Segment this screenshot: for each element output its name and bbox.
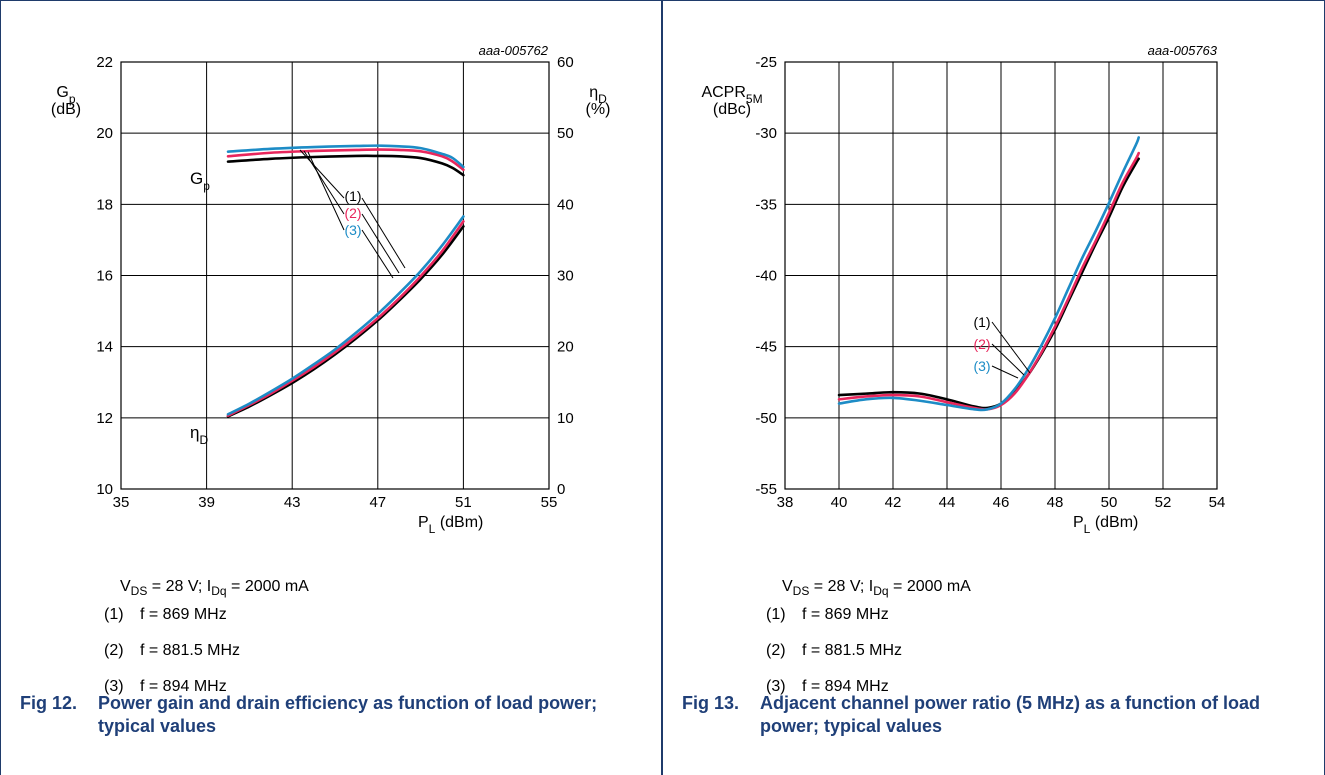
left-y-tick-label: 18 bbox=[96, 196, 113, 213]
left-x-tick-label: 35 bbox=[113, 494, 130, 511]
right-y-axis-label: ACPR5M bbox=[701, 84, 762, 106]
acpr-callout-leader-1 bbox=[991, 321, 1031, 374]
left-x-tick-label: 55 bbox=[541, 494, 558, 511]
right-figure-panel: 38 40 42 44 46 48 50 52 54 -55 -50 -45 -40 -35 -30 -25 … bbox=[662, 0, 1325, 775]
callout-label-3: (3) bbox=[344, 222, 361, 238]
callout-label-2: (2) bbox=[344, 205, 361, 221]
left-y-tick-label: 20 bbox=[96, 125, 113, 142]
right-y-tick-label: -25 bbox=[755, 54, 777, 71]
right-x-tick-label: 52 bbox=[1155, 494, 1172, 511]
left-y2-tick-label: 50 bbox=[557, 125, 574, 142]
left-series-line-right-6 bbox=[226, 215, 465, 416]
left-y-tick-label: 16 bbox=[96, 268, 113, 285]
callout-leader-gp-3 bbox=[307, 151, 345, 231]
right-note-3: (3) f = 894 MHz bbox=[766, 678, 889, 695]
right-x-axis-label: PL (dBm) bbox=[1073, 514, 1138, 536]
left-grid bbox=[120, 61, 550, 490]
left-y2-axis-unit: (%) bbox=[586, 101, 611, 118]
left-series-lines bbox=[226, 144, 465, 418]
callout-leader-gp-1 bbox=[299, 149, 345, 199]
left-note-1: (1) f = 869 MHz bbox=[104, 606, 227, 623]
left-y-axis-unit: (dB) bbox=[51, 101, 81, 118]
left-callouts: (1) (2) (3) bbox=[299, 149, 406, 279]
left-notes: (1) f = 869 MHz (2) f = 881.5 MHz (3) f = 8… bbox=[104, 606, 240, 714]
right-tick-labels: 38 40 42 44 46 48 50 52 54 -55 -50 -45 -40 -35 -30 -25 bbox=[755, 54, 1225, 511]
left-test-conditions: VDS = 28 V; IDq = 2000 mA bbox=[120, 578, 309, 599]
left-panel-border bbox=[0, 0, 662, 775]
acpr-chart: 38 40 42 44 46 48 50 52 54-55-50-45-40-35-30-25 … bbox=[701, 43, 1225, 536]
left-x-tick-label: 51 bbox=[455, 494, 472, 511]
left-x-tick-label: 39 bbox=[198, 494, 215, 511]
acpr-callout-leader-2 bbox=[991, 343, 1025, 376]
left-figure-caption: Fig 12. Power gain and drain efficiency a… bbox=[20, 693, 598, 736]
right-y-tick-label: -55 bbox=[755, 481, 777, 498]
left-y-tick-label: 14 bbox=[96, 339, 113, 356]
right-series-line-2 bbox=[837, 151, 1140, 411]
right-series-line-3 bbox=[837, 136, 1140, 412]
left-series-line-left-2 bbox=[226, 148, 465, 172]
left-y2-tick-label: 0 bbox=[557, 481, 565, 498]
acpr-callout-label-3: (3) bbox=[973, 358, 990, 374]
right-x-tick-label: 54 bbox=[1209, 494, 1226, 511]
eta-curve-label: ηD bbox=[190, 423, 208, 447]
left-note-2: (2) f = 881.5 MHz bbox=[104, 642, 241, 659]
left-series-line-left-1 bbox=[226, 154, 465, 177]
right-x-tick-label: 38 bbox=[777, 494, 794, 511]
acpr-callout-label-1: (1) bbox=[973, 314, 990, 330]
right-notes: (1) f = 869 MHz (2) f = 881.5 MHz (3) f = 8… bbox=[766, 606, 902, 714]
left-y-tick-label: 10 bbox=[96, 481, 113, 498]
left-tick-labels: 35 39 43 47 51 55 10 12 14 16 18 20 22 0 10 20 30 40 50 60 bbox=[96, 54, 573, 511]
left-y2-tick-label: 60 bbox=[557, 54, 574, 71]
right-test-conditions: VDS = 28 V; IDq = 2000 mA bbox=[782, 578, 971, 599]
right-grid bbox=[784, 61, 1218, 490]
right-callouts: (1) (2) (3) bbox=[973, 314, 1031, 379]
right-x-tick-label: 40 bbox=[831, 494, 848, 511]
left-note-3: (3) f = 894 MHz bbox=[104, 678, 227, 695]
left-y2-tick-label: 30 bbox=[557, 268, 574, 285]
callout-leader-gp-2 bbox=[303, 150, 345, 215]
right-y-tick-label: -40 bbox=[755, 268, 777, 285]
left-x-tick-label: 47 bbox=[369, 494, 386, 511]
right-y-tick-label: -35 bbox=[755, 196, 777, 213]
right-x-tick-label: 44 bbox=[939, 494, 956, 511]
left-y2-axis-label: ηD bbox=[589, 84, 607, 106]
gp-curve-label: Gp bbox=[190, 169, 210, 193]
left-series-line-right-4 bbox=[226, 225, 465, 418]
right-figure-caption: Fig 13. Adjacent channel power ratio (5 M… bbox=[682, 693, 1261, 736]
left-y2-tick-label: 10 bbox=[557, 410, 574, 427]
callout-leader-eta-1 bbox=[361, 197, 406, 269]
left-x-axis-label: PL (dBm) bbox=[418, 514, 483, 536]
left-series-line-right-5 bbox=[226, 220, 465, 417]
right-x-tick-label: 48 bbox=[1047, 494, 1064, 511]
left-x-tick-label: 43 bbox=[284, 494, 301, 511]
right-series-lines bbox=[837, 136, 1140, 412]
left-y-tick-label: 12 bbox=[96, 410, 113, 427]
right-figure-code: aaa-005763 bbox=[1148, 43, 1218, 58]
right-x-tick-label: 50 bbox=[1101, 494, 1118, 511]
left-y2-tick-label: 20 bbox=[557, 339, 574, 356]
callout-leader-eta-2 bbox=[361, 213, 400, 274]
right-x-tick-label: 46 bbox=[993, 494, 1010, 511]
callout-label-1: (1) bbox=[344, 188, 361, 204]
left-y2-tick-label: 40 bbox=[557, 196, 574, 213]
right-y-tick-label: -45 bbox=[755, 339, 777, 356]
callout-leader-eta-3 bbox=[361, 229, 394, 279]
left-series-line-left-3 bbox=[226, 144, 465, 169]
left-y-tick-label: 22 bbox=[96, 54, 113, 71]
left-figure-panel: 35 39 43 47 51 55 10 12 14 16 18 20 22 0 10 20 30 40 50 60 … bbox=[0, 0, 662, 775]
gain-efficiency-chart: 35 39 43 47 51 55101214161820220102030405060 … bbox=[51, 43, 611, 536]
right-note-2: (2) f = 881.5 MHz bbox=[766, 642, 903, 659]
right-note-1: (1) f = 869 MHz bbox=[766, 606, 889, 623]
left-y-axis-label: Gp bbox=[56, 84, 75, 106]
acpr-callout-label-2: (2) bbox=[973, 336, 990, 352]
right-y-tick-label: -30 bbox=[755, 125, 777, 142]
acpr-callout-leader-3 bbox=[991, 365, 1019, 379]
left-figure-code: aaa-005762 bbox=[479, 43, 549, 58]
right-x-tick-label: 42 bbox=[885, 494, 902, 511]
right-y-tick-label: -50 bbox=[755, 410, 777, 427]
right-y-axis-unit: (dBc) bbox=[713, 101, 751, 118]
